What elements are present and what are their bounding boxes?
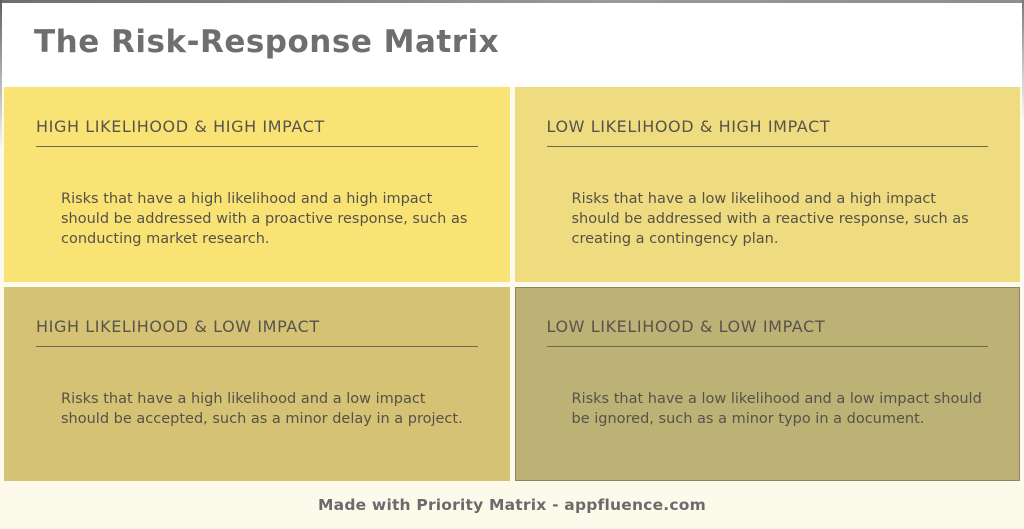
window-top-border xyxy=(0,0,1024,3)
quadrant-heading-rule xyxy=(36,146,478,147)
quadrant-description: Risks that have a high likelihood and a … xyxy=(61,191,468,247)
quadrant-heading: LOW LIKELIHOOD & LOW IMPACT xyxy=(546,316,826,336)
quadrant-description: Risks that have a low likelihood and a l… xyxy=(571,390,982,427)
quadrant-heading: HIGH LIKELIHOOD & LOW IMPACT xyxy=(36,316,320,336)
quadrant-description: Risks that have a high likelihood and a … xyxy=(61,390,463,427)
page-title: The Risk-Response Matrix xyxy=(34,24,500,60)
quadrant-high-likelihood-low-impact: HIGH LIKELIHOOD & LOW IMPACT Risks that … xyxy=(4,286,510,481)
window-right-border xyxy=(1022,0,1024,120)
quadrant-low-likelihood-low-impact: LOW LIKELIHOOD & LOW IMPACT Risks that h… xyxy=(514,286,1020,481)
quadrant-heading: LOW LIKELIHOOD & HIGH IMPACT xyxy=(546,117,831,136)
quadrant-description: Risks that have a low likelihood and a h… xyxy=(571,191,969,247)
quadrant-high-likelihood-high-impact: HIGH LIKELIHOOD & HIGH IMPACT Risks that… xyxy=(4,87,510,282)
footer: Made with Priority Matrix - appfluence.c… xyxy=(0,481,1024,529)
quadrant-heading-rule xyxy=(546,345,988,347)
window-left-border xyxy=(0,0,2,150)
footer-attribution-text: Made with Priority Matrix - appfluence.c… xyxy=(318,496,706,514)
quadrant-heading-rule xyxy=(546,146,988,147)
quadrant-heading-rule xyxy=(36,345,478,347)
quadrant-low-likelihood-high-impact: LOW LIKELIHOOD & HIGH IMPACT Risks that … xyxy=(514,87,1020,282)
matrix-grid: HIGH LIKELIHOOD & HIGH IMPACT Risks that… xyxy=(0,87,1024,481)
quadrant-heading: HIGH LIKELIHOOD & HIGH IMPACT xyxy=(36,117,325,136)
header: The Risk-Response Matrix xyxy=(0,0,1024,87)
